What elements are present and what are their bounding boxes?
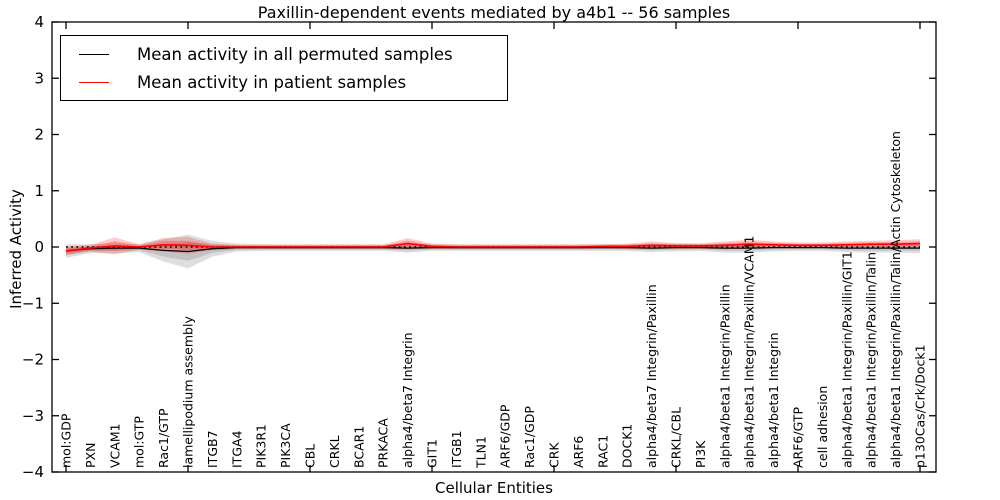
patient-line-swatch	[79, 81, 109, 83]
x-category-label: PI3K	[693, 440, 708, 468]
x-category-label: ITGA4	[229, 430, 244, 468]
x-category-label: PXN	[83, 443, 98, 468]
x-category-label: alpha4/beta1 Integrin/Paxillin/Talin	[864, 252, 879, 468]
x-category-label: ARF6/GDP	[498, 404, 513, 468]
x-category-label: lamellipodium assembly	[181, 316, 196, 468]
x-category-label: VCAM1	[107, 423, 122, 468]
y-tick-label: 1	[34, 182, 44, 200]
x-category-label: CRK	[547, 442, 562, 468]
x-category-label: alpha4/beta7 Integrin	[400, 332, 415, 468]
x-category-label: CBL	[303, 444, 318, 468]
x-category-label: alpha4/beta1 Integrin/Paxillin/Talin/Act…	[888, 131, 903, 468]
legend-item-permuted: Mean activity in all permuted samples	[61, 42, 507, 66]
y-tick-label: −1	[22, 294, 44, 312]
y-tick-label: 4	[34, 13, 44, 31]
x-category-label: Rac1/GDP	[522, 406, 537, 468]
legend-label-patient: Mean activity in patient samples	[137, 72, 407, 92]
legend-item-patient: Mean activity in patient samples	[61, 70, 507, 94]
chart-title: Paxillin-dependent events mediated by a4…	[257, 3, 731, 22]
permuted-std-band	[66, 234, 920, 269]
x-category-label: PIK3CA	[278, 423, 293, 468]
x-category-label: DOCK1	[620, 424, 635, 468]
x-category-label: CRKL/CBL	[669, 407, 684, 468]
x-category-label: mol:GDP	[59, 413, 74, 468]
x-category-label: ITGB1	[449, 430, 464, 468]
x-category-label: p130Cas/Crk/Dock1	[913, 344, 928, 468]
x-category-label: Rac1/GTP	[156, 408, 171, 468]
y-tick-label: 2	[34, 126, 44, 144]
legend: Mean activity in all permuted samples Me…	[60, 35, 508, 101]
x-axis-label: Cellular Entities	[435, 479, 553, 497]
y-tick-label: −2	[22, 351, 44, 369]
x-category-label: alpha4/beta1 Integrin/Paxillin	[717, 284, 732, 468]
y-tick-label: −4	[22, 463, 44, 481]
x-category-label: alpha4/beta7 Integrin/Paxillin	[644, 284, 659, 468]
x-category-label: ITGB7	[205, 430, 220, 468]
x-category-label: cell adhesion	[815, 386, 830, 468]
x-category-label: RAC1	[595, 435, 610, 468]
mean-patient-line	[65, 242, 921, 252]
x-category-label: alpha4/beta1 Integrin/Paxillin/GIT1	[839, 251, 854, 468]
x-category-label: PIK3R1	[254, 424, 269, 468]
x-category-label: mol:GTP	[132, 416, 147, 468]
y-tick-label: −3	[22, 407, 44, 425]
patient-std-band	[66, 236, 920, 256]
x-category-label: alpha4/beta1 Integrin/Paxillin/VCAM1	[742, 236, 757, 468]
y-tick-label: 0	[34, 238, 44, 256]
x-category-label: ARF6	[571, 436, 586, 468]
x-category-label: alpha4/beta1 Integrin	[766, 332, 781, 468]
x-category-label: TLN1	[473, 436, 488, 469]
permuted-line-swatch	[79, 53, 109, 55]
x-category-label: GIT1	[425, 439, 440, 468]
x-category-label: CRKL	[327, 435, 342, 468]
y-tick-label: 3	[34, 69, 44, 87]
x-category-label: ARF6/GTP	[791, 407, 806, 468]
legend-label-permuted: Mean activity in all permuted samples	[137, 44, 453, 64]
x-category-label: PRKACA	[376, 418, 391, 468]
x-category-label: BCAR1	[351, 426, 366, 468]
